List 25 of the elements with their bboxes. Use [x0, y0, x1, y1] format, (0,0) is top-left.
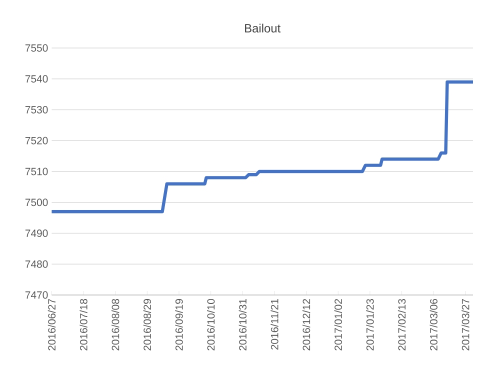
- y-tick-label: 7470: [25, 291, 48, 299]
- x-tick-label: 2016/08/29: [143, 299, 152, 350]
- x-tick-label: 2016/10/10: [206, 298, 215, 350]
- x-tick-label: 2017/01/02: [334, 299, 342, 350]
- x-tick-label: 2016/10/31: [238, 299, 246, 350]
- y-tick-label: 7510: [25, 168, 48, 176]
- x-tick-label: 2016/06/27: [48, 299, 56, 350]
- y-tick-label: 7530: [25, 106, 48, 114]
- y-tick-label: 7490: [25, 230, 48, 237]
- y-tick-label: 7550: [25, 44, 48, 52]
- y-tick-label: 7540: [25, 75, 48, 83]
- x-tick-label: 2016/12/12: [302, 299, 310, 350]
- x-tick-label: 2016/11/21: [270, 299, 278, 350]
- x-tick-label: 2016/09/19: [175, 299, 183, 350]
- x-tick-label: 2016/08/08: [112, 298, 120, 350]
- x-tick-label: 2017/03/06: [430, 298, 438, 350]
- chart-title: Bailout: [245, 24, 281, 32]
- x-tick-label: 2017/01/23: [366, 298, 374, 350]
- y-tick-label: 7480: [25, 260, 48, 268]
- y-tick-label: 7520: [25, 136, 48, 144]
- line-series: [50, 80, 475, 214]
- x-tick-label: 2017/03/27: [462, 299, 470, 350]
- x-tick-label: 2017/02/13: [398, 298, 406, 350]
- x-tick-label: 2016/07/18: [80, 298, 88, 350]
- y-tick-label: 7500: [25, 198, 48, 206]
